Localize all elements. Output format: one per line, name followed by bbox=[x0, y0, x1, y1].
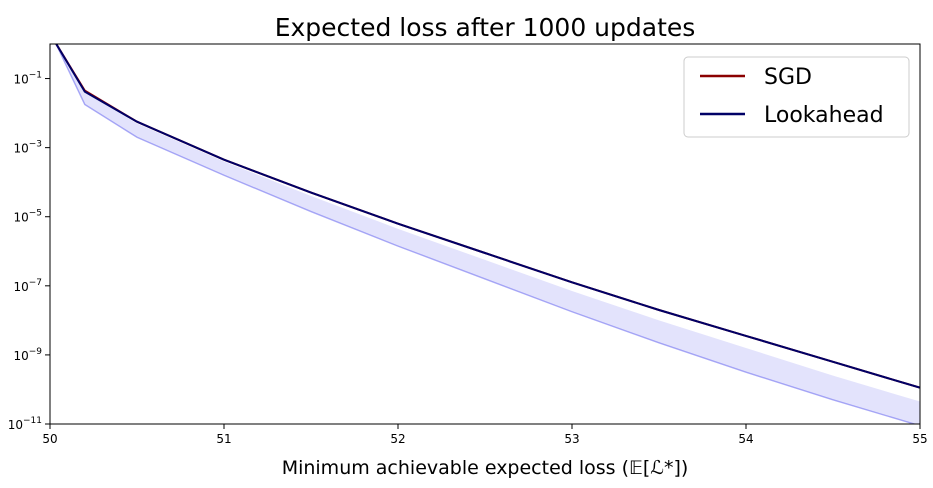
y-tick-label: 10−1 bbox=[13, 71, 42, 87]
x-axis-label: Minimum achievable expected loss (𝔼[ℒ*]) bbox=[282, 457, 689, 479]
legend-label-lookahead: Lookahead bbox=[764, 103, 884, 128]
x-tick-label: 55 bbox=[912, 432, 927, 446]
x-tick-label: 51 bbox=[216, 432, 231, 446]
chart-title: Expected loss after 1000 updates bbox=[275, 13, 696, 42]
x-tick-label: 52 bbox=[390, 432, 405, 446]
plot-area bbox=[55, 44, 920, 424]
y-tick-label: 10−3 bbox=[13, 140, 42, 156]
lookahead-band-lower-line bbox=[55, 44, 917, 424]
legend-label-sgd: SGD bbox=[764, 65, 812, 90]
x-tick-label: 54 bbox=[738, 432, 753, 446]
x-axis: 50 51 52 53 54 55 bbox=[42, 424, 928, 446]
x-tick-label: 53 bbox=[564, 432, 579, 446]
legend: SGD Lookahead bbox=[683, 56, 910, 138]
y-axis: 10−1 10−3 10−5 10−7 10−9 10−11 bbox=[8, 71, 50, 432]
y-tick-label: 10−5 bbox=[13, 209, 42, 225]
x-tick-label: 50 bbox=[42, 432, 57, 446]
y-tick-label: 10−7 bbox=[13, 278, 42, 294]
plot-frame bbox=[49, 43, 921, 425]
lookahead-band bbox=[56, 44, 920, 424]
series-line-lookahead bbox=[55, 44, 920, 389]
y-tick-label: 10−11 bbox=[8, 416, 42, 432]
y-tick-label: 10−9 bbox=[13, 347, 42, 363]
